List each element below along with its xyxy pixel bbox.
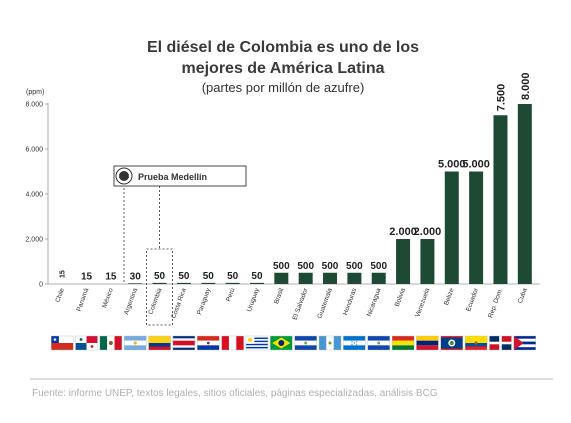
x-tick-label: Paraguay [196, 287, 212, 316]
bar [225, 282, 240, 284]
x-tick-label: Cuba [517, 287, 529, 304]
cuba-flag [513, 335, 537, 351]
costa-rica-flag [172, 335, 196, 351]
flag-row [50, 335, 537, 351]
bar [201, 282, 216, 284]
y-tick-label: 0 [39, 282, 43, 289]
x-tick-label: Costa Rica [170, 287, 188, 320]
value-labels: 15 15 15 30 50 50 50 50 50 500 500 500 500 500 2.0002.… [60, 72, 532, 282]
x-tick-label: Brasil [273, 287, 285, 305]
x-tick-label: México [101, 287, 115, 309]
value-label: 50 [227, 271, 239, 282]
bolivia-flag [391, 335, 415, 351]
ecuador-flag [464, 335, 488, 351]
mexico-flag [99, 335, 123, 351]
annotation-marker-inner [119, 171, 129, 181]
highlight-box [146, 248, 173, 326]
bar [469, 171, 484, 284]
dominican-republic-flag [489, 335, 512, 351]
panama-flag [75, 335, 98, 351]
nicaragua-flag [367, 335, 390, 351]
x-tick-label: Ecuador [465, 287, 480, 313]
x-tick-label: Chile [54, 287, 66, 304]
value-label: 50 [154, 271, 166, 282]
value-label: 500 [346, 261, 363, 272]
belize-flag [440, 335, 463, 351]
argentina-flag [124, 335, 147, 351]
venezuela-flag [416, 335, 439, 351]
chile-flag [50, 335, 74, 351]
value-label: 50 [203, 271, 215, 282]
y-tick-label: 4.000 [25, 192, 43, 199]
value-label: 500 [322, 261, 339, 272]
x-tick-label: Belize [443, 287, 456, 306]
x-tick-label: Bolivia [394, 287, 407, 308]
bar [176, 282, 191, 284]
uruguay-flag [245, 335, 269, 351]
value-label: 15 [81, 272, 93, 283]
value-label: 500 [370, 261, 387, 272]
value-label: 15 [105, 272, 117, 283]
x-tick-label: Guatemala [316, 287, 334, 320]
bar [420, 239, 435, 284]
value-label: 7.500 [495, 84, 507, 112]
y-axis-label: (ppm) [26, 89, 44, 96]
x-tick-label: Perú [225, 287, 236, 303]
bars [128, 104, 532, 284]
x-tick-label: Honduras [342, 287, 358, 317]
x-tick-label: Venezuela [414, 287, 431, 318]
bar [152, 282, 167, 284]
y-tick-label: 8.000 [25, 102, 43, 109]
y-ticks: 0 2.000 4.000 6.000 8.000 [25, 102, 48, 289]
bar [517, 104, 532, 284]
x-tick-label: Colombia [147, 287, 163, 316]
guatemala-flag [318, 335, 342, 351]
value-label: 15 [60, 270, 67, 278]
bar [493, 115, 508, 284]
value-label: 30 [130, 271, 142, 282]
bar [298, 272, 313, 284]
brazil-flag [270, 335, 293, 351]
bar [274, 272, 289, 284]
chart-subtitle: (partes por millón de azufre) [202, 80, 365, 95]
annotation: Prueba Medellín [113, 165, 247, 326]
value-label: 50 [178, 271, 190, 282]
el-salvador-flag [294, 335, 317, 351]
chart-title-line-2: mejores de América Latina [181, 60, 384, 77]
annotation-label-box [113, 165, 247, 187]
bar [128, 283, 143, 284]
x-tick-label: Uruguay [246, 287, 261, 313]
value-label: 5.000 [438, 159, 466, 171]
paraguay-flag [197, 335, 220, 351]
source-note: Fuente: informe UNEP, textos legales, si… [32, 388, 438, 399]
colombia-flag [148, 335, 171, 351]
value-label: 2.000 [389, 226, 417, 238]
bar [371, 272, 386, 284]
x-tick-label: El Salvador [292, 287, 310, 321]
value-label: 50 [251, 271, 263, 282]
x-tick-label: Argentina [123, 287, 139, 316]
y-tick-label: 2.000 [25, 237, 43, 244]
x-tick-label: Panamá [76, 287, 91, 313]
bar [249, 282, 264, 284]
x-tick-label: Nicaragua [366, 287, 383, 318]
x-tick-labels: Chile Panamá México Argentina Colombia Costa … [54, 287, 528, 321]
value-label: 5.000 [462, 159, 490, 171]
value-label: 500 [273, 261, 290, 272]
chart-title-line-1: El diésel de Colombia es uno de los [147, 39, 419, 56]
bar [396, 239, 411, 284]
y-tick-label: 6.000 [25, 147, 43, 154]
bar [444, 171, 459, 284]
bar [347, 272, 362, 284]
value-label: 8.000 [520, 72, 532, 100]
value-label: 500 [297, 261, 314, 272]
annotation-label: Prueba Medellín [138, 172, 207, 182]
peru-flag [221, 335, 244, 351]
bar [323, 272, 338, 284]
honduras-flag [343, 335, 366, 351]
x-tick-label: Rep. Dom. [487, 287, 504, 319]
value-label: 2.000 [414, 226, 442, 238]
